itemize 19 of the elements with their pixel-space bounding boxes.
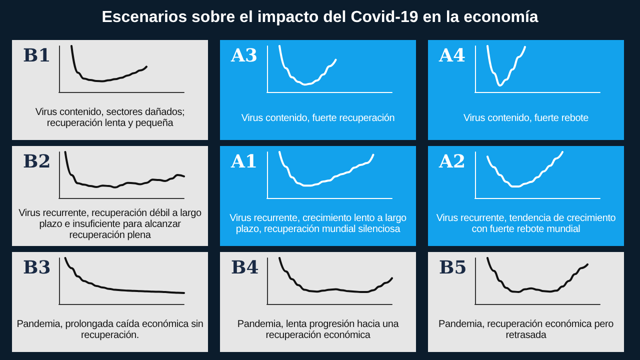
chart-title: B5 [439,258,467,278]
text: Virus contenido, fuerte rebote [462,112,590,126]
chart-title: A2 [438,152,466,172]
chart-title: B3 [23,258,51,278]
text: Virus recurrente, crecimiento lento a largo plazo, recuperación mundial silenciosa [228,212,408,237]
text: Virus contenido, sectores dañados; recuperación lenta y pequeña [34,106,186,131]
text: Pandemia, recuperación económica pero retrasada [438,318,614,343]
text: Pandemia, lenta progresión hacia una recuperación económica [236,318,400,343]
chart-title: B4 [231,258,259,278]
text: Virus recurrente, tendencia de crecimiento con fuerte rebote mundial [435,212,617,237]
chart-title: B2 [23,152,51,172]
text: Virus contenido, fuerte recuperación [240,112,396,126]
text: Escenarios sobre el impacto del Covid-19 en la economía [100,8,540,28]
chart-title: A1 [230,152,258,172]
chart-title: A4 [438,46,466,66]
chart-title: A3 [230,46,258,66]
text: Virus recurrente, recuperación débil a largo plazo e insuficiente para alcanzar recuperación plena [18,206,202,242]
text: Pandemia, prolongada caída económica sin recuperación. [16,318,204,343]
chart-title: B1 [23,46,51,66]
